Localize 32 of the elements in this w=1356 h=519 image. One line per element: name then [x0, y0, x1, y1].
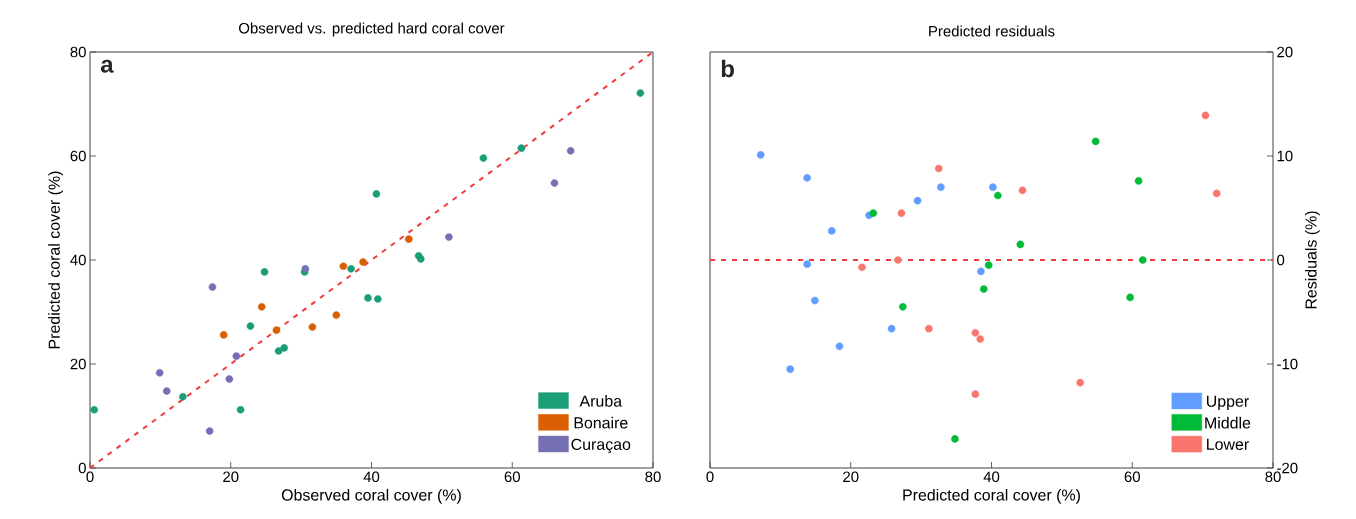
x-tick-label: 60 [1124, 471, 1140, 483]
chart-title: Observed vs. predicted hard coral cover [239, 22, 505, 37]
legend-label: Bonaire [574, 416, 628, 429]
y-tick-label: 0 [1277, 254, 1285, 266]
legend-label: Upper [1206, 395, 1249, 411]
legend-label: Lower [1207, 438, 1249, 450]
x-axis-title: Observed coral cover (%) [281, 488, 461, 504]
legend-label: Middle [1205, 416, 1251, 429]
x-tick-label: 0 [86, 471, 94, 483]
annotation: a [100, 59, 114, 73]
x-tick-label: 40 [983, 471, 1000, 483]
x-tick-label: 40 [363, 471, 380, 483]
y-tick-label: 10 [1277, 150, 1293, 162]
y-tick-label: 40 [70, 254, 86, 266]
y-axis-title: Predicted coral cover (%) [48, 171, 64, 349]
x-tick-label: 0 [706, 471, 714, 483]
y-tick-label: 0 [78, 462, 86, 474]
x-tick-label: 20 [223, 471, 239, 483]
y-tick-label: 20 [1277, 46, 1293, 58]
x-axis-title: Predicted coral cover (%) [903, 488, 1080, 504]
y-tick-label: -10 [1277, 358, 1298, 370]
x-tick-label: 20 [843, 471, 859, 483]
y-tick-label: 60 [70, 150, 86, 162]
y-tick-label: 80 [70, 46, 86, 58]
y-tick-label: 20 [70, 358, 86, 370]
x-tick-label: 80 [645, 471, 661, 483]
annotation: b [721, 59, 734, 78]
legend-label: Aruba [579, 395, 623, 407]
legend-label: Curaçao [571, 438, 631, 454]
y-axis-title: Residuals (%) [1304, 211, 1320, 309]
x-tick-label: 60 [504, 471, 520, 483]
chart-title: Predicted residuals [929, 25, 1055, 37]
